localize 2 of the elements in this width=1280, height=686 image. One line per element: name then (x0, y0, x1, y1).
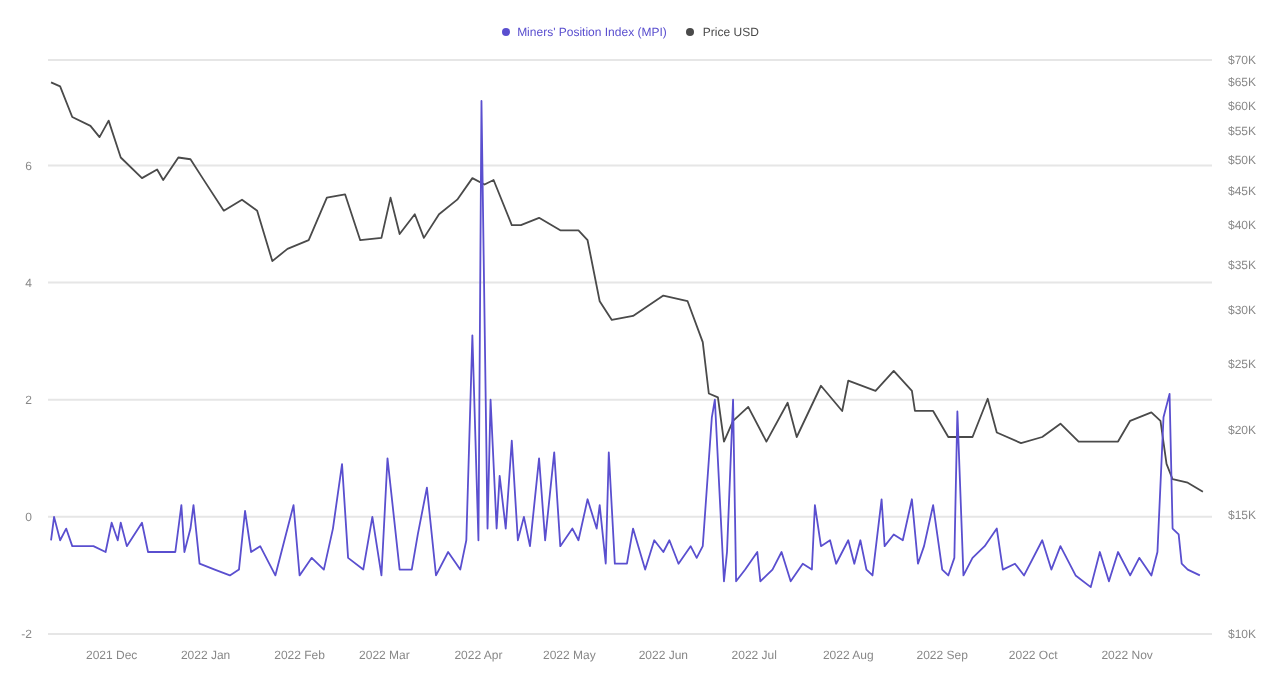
line-series (50, 100, 1201, 589)
line-series (50, 81, 1204, 493)
